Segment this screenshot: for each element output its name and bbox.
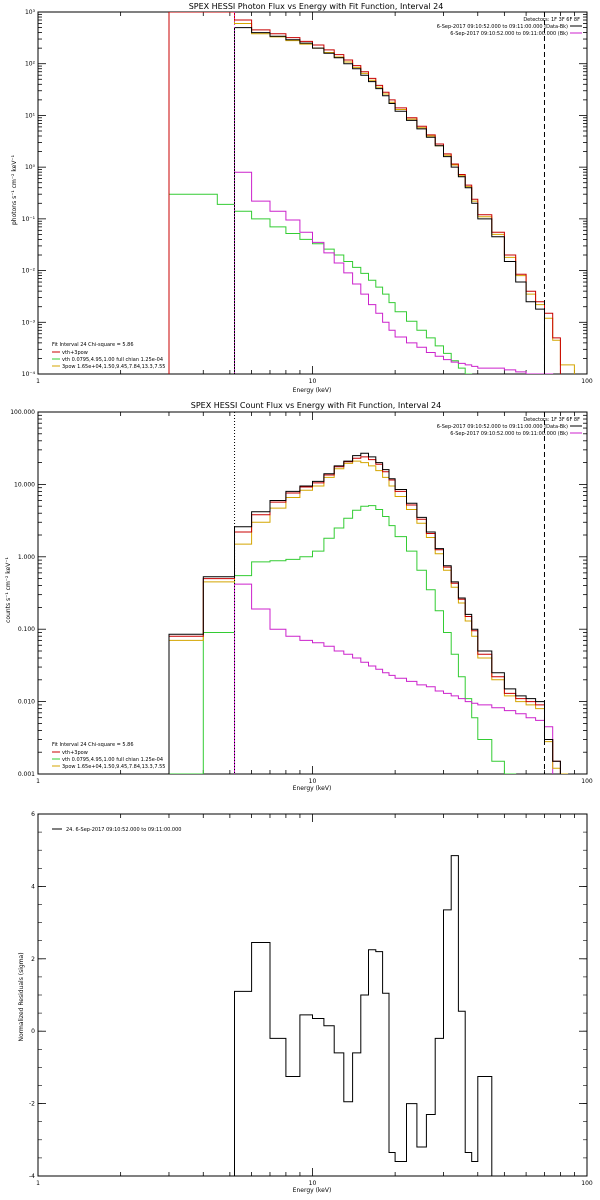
residuals-x-axis: 1 10 100 [36,814,593,1187]
count-flux-legend-topright: Detectors: 1F 3F 6F 8F 6-Sep-2017 09:10:… [437,417,582,437]
count-flux-y-tick-label: 10.000 [14,481,35,488]
photon-flux-y-tick-label: 10⁻⁴ [22,371,36,378]
residuals-legend: 24. 6-Sep-2017 09:10:52.000 to 09:11:00.… [52,827,181,833]
residuals-y-axis: -4 -2 0 2 4 6 [29,811,587,1180]
photon-flux-series-background [234,171,554,374]
photon-flux-legend-topright: Detectors: 1F 3F 6F 8F 6-Sep-2017 09:10:… [437,17,582,37]
count-flux-title: SPEX HESSI Count Flux vs Energy with Fit… [191,401,442,410]
count-flux-series-background [234,583,554,774]
count-flux-legend-data-interval: 6-Sep-2017 09:10:52.000 to 09:11:00.000 … [437,424,568,430]
photon-flux-y-tick-label: 10² [25,61,36,68]
photon-flux-series-group [168,12,575,374]
count-flux-legend-total: vth+3pow [62,750,88,756]
photon-flux-y-tick-label: 10⁰ [25,164,36,171]
photon-flux-xlabel: Energy (keV) [293,387,332,394]
count-flux-series-group [168,452,569,774]
count-flux-y-tick-label: 0.010 [18,699,35,706]
count-flux-ylabel: counts s⁻¹ cm⁻² keV⁻¹ [5,557,12,623]
count-flux-x-tick-label: 10 [309,778,317,785]
photon-flux-y-tick-label: 10³ [25,9,36,16]
count-flux-xlabel: Energy (keV) [293,785,332,792]
residuals-series-data-minus-bkg [234,855,493,1176]
residuals-y-tick-label: 2 [31,956,35,963]
count-flux-legend-bkg-interval: 6-Sep-2017 09:10:52.000 to 09:11:00.000 … [450,431,568,437]
residuals-y-tick-label: 6 [31,811,35,818]
photon-flux-legend-vth: vth 0.0795,4.95,1.00 full chian 1.25e-04 [62,357,163,363]
count-flux-y-axis: 0.001 0.010 0.100 1.000 10.000 100.000 [10,409,587,778]
photon-flux-series-powerlaw-component [168,12,575,374]
photon-flux-series-thermal-component [168,193,473,374]
photon-flux-legend-detectors: Detectors: 1F 3F 6F 8F [523,17,580,23]
photon-flux-y-tick-label: 10⁻¹ [22,216,36,223]
count-flux-y-tick-label: 0.100 [18,626,35,633]
residuals-x-tick-label: 1 [36,1180,40,1187]
photon-flux-legend-bkg-interval: 6-Sep-2017 09:10:52.000 to 09:11:00.000 … [450,31,568,37]
count-flux-legend-detectors: Detectors: 1F 3F 6F 8F [523,417,580,423]
residuals-series-group [234,855,493,1176]
count-flux-legend-fit-interval: Fit Interval 24 Chi-square = 5.86 [52,742,134,748]
count-flux-panel: SPEX HESSI Count Flux vs Energy with Fit… [5,401,593,792]
residuals-panel: Energy (keV) Normalized Residuals (sigma… [18,811,593,1194]
count-flux-x-axis: 1 10 100 [36,412,593,785]
count-flux-y-tick-label: 0.001 [18,771,35,778]
photon-flux-y-tick-label: 10⁻³ [22,319,36,326]
photon-flux-legend-total: vth+3pow [62,350,88,356]
residuals-y-tick-label: -2 [29,1101,35,1108]
residuals-y-tick-label: -4 [29,1173,35,1180]
residuals-x-tick-label: 10 [309,1180,317,1187]
count-flux-series-thermal-component [168,505,517,774]
photon-flux-panel: SPEX HESSI Photon Flux vs Energy with Fi… [11,2,593,394]
residuals-legend-label: 24. 6-Sep-2017 09:10:52.000 to 09:11:00.… [66,827,181,833]
photon-flux-y-tick-label: 10⁻² [22,268,36,275]
photon-flux-legend-bottomleft: Fit Interval 24 Chi-square = 5.86 vth+3p… [52,342,165,370]
photon-flux-x-tick-label: 1 [36,378,40,385]
count-flux-legend-powerlaw: 3pow 1.65e+04,1.50,9.45,7.84,13.3,7.55 [62,764,165,770]
photon-flux-y-axis: 10⁻⁴ 10⁻³ 10⁻² 10⁻¹ 10⁰ 10¹ 10² 10³ [22,9,587,378]
count-flux-series-total-fit [168,456,561,774]
count-flux-legend-vth: vth 0.0795,4.95,1.00 full chian 1.25e-04 [62,757,163,763]
photon-flux-legend-data-interval: 6-Sep-2017 09:10:52.000 to 09:11:00.000 … [437,24,568,30]
photon-flux-legend-powerlaw: 3pow 1.65e+04,1.50,9.45,7.84,13.3,7.55 [62,364,165,370]
count-flux-legend-bottomleft: Fit Interval 24 Chi-square = 5.86 vth+3p… [52,742,165,770]
count-flux-x-tick-label: 1 [36,778,40,785]
residuals-x-tick-label: 100 [581,1180,593,1187]
residuals-ylabel: Normalized Residuals (sigma) [18,952,25,1041]
count-flux-series-data-minus-bkg [168,452,561,774]
residuals-y-tick-label: 4 [31,883,35,890]
residuals-xlabel: Energy (keV) [293,1187,332,1194]
photon-flux-ylabel: photons s⁻¹ cm⁻² keV⁻¹ [11,154,18,225]
residuals-y-tick-label: 0 [31,1028,35,1035]
photon-flux-title: SPEX HESSI Photon Flux vs Energy with Fi… [189,2,444,11]
photon-flux-legend-fit-interval: Fit Interval 24 Chi-square = 5.86 [52,342,134,348]
photon-flux-y-tick-label: 10¹ [25,112,36,119]
photon-flux-series-data-minus-bkg [234,27,545,374]
count-flux-x-tick-label: 100 [581,778,593,785]
photon-flux-x-tick-label: 10 [309,378,317,385]
photon-flux-x-tick-label: 100 [581,378,593,385]
count-flux-y-tick-label: 100.000 [10,409,35,416]
count-flux-y-tick-label: 1.000 [18,554,35,561]
